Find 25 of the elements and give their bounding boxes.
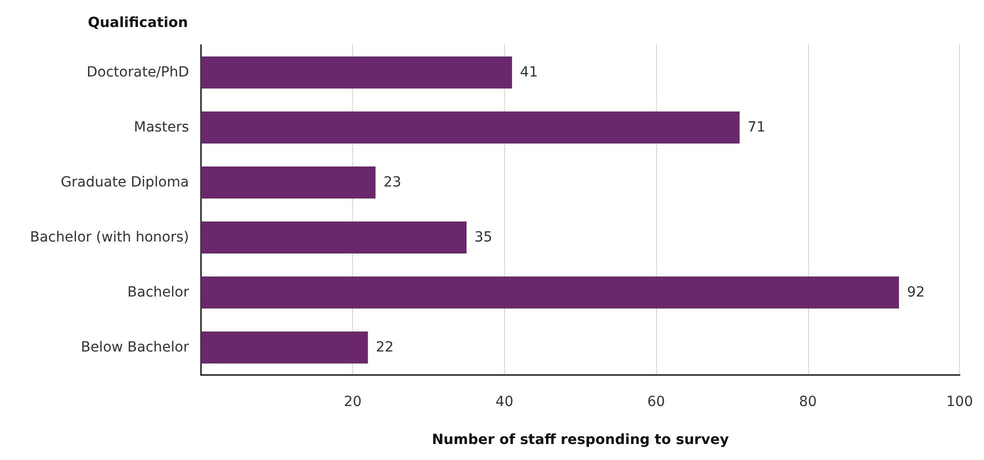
data-label: 92 xyxy=(906,284,925,300)
bar xyxy=(201,276,899,308)
y-tick-label: Graduate Diploma xyxy=(60,174,189,190)
y-axis-title: Qualification xyxy=(88,15,188,31)
x-tick-label: 20 xyxy=(344,394,362,410)
x-tick-label: 60 xyxy=(647,394,666,410)
bar xyxy=(201,56,512,88)
bar xyxy=(201,332,368,364)
data-label: 22 xyxy=(376,340,394,356)
y-tick-label: Masters xyxy=(134,120,189,136)
y-tick-label: Bachelor (with honors) xyxy=(30,230,189,246)
data-label: 41 xyxy=(520,64,538,80)
x-axis-title: Number of staff responding to survey xyxy=(432,432,729,448)
bar xyxy=(201,112,740,144)
bar xyxy=(201,222,467,254)
data-label: 23 xyxy=(383,174,402,190)
x-tick-label: 80 xyxy=(798,394,817,410)
y-tick-label: Bachelor xyxy=(127,284,190,300)
x-tick-label: 100 xyxy=(946,394,974,410)
bar xyxy=(201,166,376,198)
y-tick-label: Doctorate/PhD xyxy=(86,64,189,80)
data-label: 35 xyxy=(474,230,492,246)
y-tick-label: Below Bachelor xyxy=(80,340,190,356)
data-label: 71 xyxy=(748,120,766,136)
x-tick-label: 40 xyxy=(496,394,514,410)
